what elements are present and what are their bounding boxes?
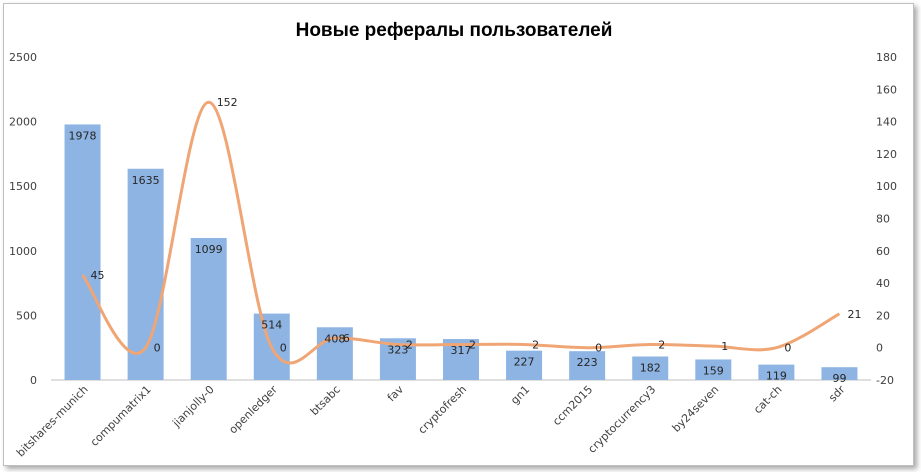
line-value-label: 0 xyxy=(154,342,161,355)
bar-value-label: 408 xyxy=(324,332,345,345)
right-tick-label: 20 xyxy=(876,309,890,322)
bar-value-label: 99 xyxy=(832,372,846,385)
category-label: compumatrix1 xyxy=(88,383,154,449)
category-label: ccm2015 xyxy=(550,383,595,428)
line-value-label: 6 xyxy=(343,332,350,345)
line-value-label: 21 xyxy=(847,308,861,321)
line-value-label: 0 xyxy=(595,342,602,355)
line-value-label: 152 xyxy=(217,96,238,109)
right-tick-label: 0 xyxy=(876,342,883,355)
line-value-label: 2 xyxy=(406,338,413,351)
category-label: by24seven xyxy=(670,383,722,435)
category-label: bitshares-munich xyxy=(14,383,91,460)
left-tick-label: 500 xyxy=(16,309,37,322)
category-label: sdr xyxy=(826,383,848,405)
bar-value-label: 227 xyxy=(514,356,535,369)
bar-data-labels: 1978 1635 1099 514 408 323 317 227 223 182 159 119 9… xyxy=(69,129,847,385)
left-tick-label: 1000 xyxy=(9,245,37,258)
bar xyxy=(64,124,101,380)
category-label: btsabc xyxy=(308,383,343,418)
category-label: cat-ch xyxy=(751,383,784,416)
right-tick-label: 140 xyxy=(876,116,897,129)
line-value-label: 0 xyxy=(280,342,287,355)
chart-svg: Новые рефералы пользователей 05001000150… xyxy=(9,20,897,460)
line-value-label: 2 xyxy=(469,338,476,351)
category-label: cryptocurrency3 xyxy=(585,383,658,456)
bar-value-label: 159 xyxy=(703,364,724,377)
bar-value-label: 119 xyxy=(766,370,787,383)
line-value-label: 0 xyxy=(784,342,791,355)
bar xyxy=(506,350,543,380)
right-tick-label: 80 xyxy=(876,213,890,226)
right-tick-label: 160 xyxy=(876,83,897,96)
category-label: jianjolly-0 xyxy=(169,383,216,430)
chart-frame: Новые рефералы пользователей 0 500 1000 150… xyxy=(3,3,914,466)
chart-title: Новые рефералы пользователей xyxy=(296,20,613,41)
bar-value-label: 514 xyxy=(261,319,282,332)
bar-value-label: 323 xyxy=(387,343,408,356)
line-value-label: 45 xyxy=(91,269,105,282)
bar xyxy=(695,359,732,380)
bar xyxy=(758,364,795,380)
left-tick-label: 2500 xyxy=(9,51,37,64)
left-tick-label: 1500 xyxy=(9,180,37,193)
bar xyxy=(632,356,669,380)
bar-value-label: 1978 xyxy=(69,129,97,142)
bar-value-label: 317 xyxy=(451,344,472,357)
category-label: gn1 xyxy=(508,383,532,407)
category-label: fav xyxy=(385,383,407,405)
bar xyxy=(821,367,858,380)
line-value-label: 2 xyxy=(532,338,539,351)
left-axis: 0 500 1000 1500 2000 2500 xyxy=(9,51,37,387)
right-tick-label: -20 xyxy=(876,374,894,387)
right-axis: -20 0 20 40 60 80 100 120 140 160 180 xyxy=(876,51,897,387)
right-tick-label: 180 xyxy=(876,51,897,64)
right-tick-label: 40 xyxy=(876,277,890,290)
bar xyxy=(316,327,353,380)
bar-series xyxy=(64,124,858,380)
bar-value-label: 223 xyxy=(577,356,598,369)
right-tick-label: 100 xyxy=(876,180,897,193)
left-tick-label: 0 xyxy=(30,374,37,387)
bar-value-label: 1099 xyxy=(195,243,223,256)
bar xyxy=(569,351,606,380)
bar-value-label: 1635 xyxy=(132,174,160,187)
line-value-label: 2 xyxy=(658,338,665,351)
bar xyxy=(190,238,227,380)
bar xyxy=(127,168,164,380)
right-tick-label: 120 xyxy=(876,148,897,161)
bar-value-label: 182 xyxy=(640,361,661,374)
left-tick-label: 2000 xyxy=(9,116,37,129)
category-label: openledger xyxy=(226,383,280,437)
right-tick-label: 60 xyxy=(876,245,890,258)
line-value-label: 1 xyxy=(721,340,728,353)
category-label: cryptofresh xyxy=(416,383,470,437)
line-series xyxy=(81,100,841,365)
